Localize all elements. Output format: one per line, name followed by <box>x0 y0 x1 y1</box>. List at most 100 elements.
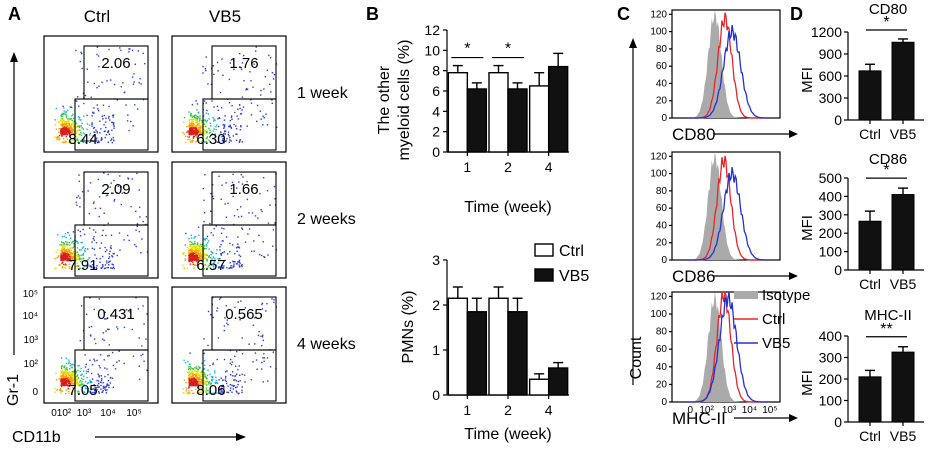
flow-event-dot <box>227 133 229 136</box>
gate-upper-value: 2.06 <box>101 55 130 72</box>
flow-event-dot <box>64 252 66 254</box>
flow-event-dot <box>195 253 197 255</box>
flow-event-dot <box>96 379 98 382</box>
flow-event-dot <box>229 267 231 269</box>
flow-event-dot <box>194 248 197 250</box>
flow-event-dot <box>203 360 206 362</box>
flow-event-dot <box>241 386 243 388</box>
flow-event-dot <box>60 132 62 134</box>
flow-event-dot <box>111 256 114 258</box>
flow-event-dot <box>64 128 67 130</box>
flow-event-dot <box>209 136 211 138</box>
flow-event-dot <box>240 112 243 115</box>
flow-event-dot <box>217 266 220 268</box>
flow-event-dot <box>199 367 201 369</box>
flow-event-dot <box>65 372 68 375</box>
flow-event-dot <box>192 137 195 139</box>
flow-event-dot <box>99 247 101 249</box>
flow-event-dot <box>112 192 114 195</box>
flow-event-dot <box>188 378 190 380</box>
flow-event-dot <box>61 390 64 392</box>
gate-lower-value: 8.44 <box>68 131 97 148</box>
flow-event-dot <box>271 99 273 101</box>
flow-event-dot <box>261 345 263 347</box>
flow-event-dot <box>270 91 272 93</box>
flow-event-dot <box>191 384 193 386</box>
flow-event-dot <box>201 253 203 255</box>
flow-event-dot <box>57 131 60 133</box>
flow-event-dot <box>72 257 74 260</box>
myeloid-y-tick-label: 2 <box>432 124 440 140</box>
flow-event-dot <box>63 371 65 373</box>
flow-event-dot <box>241 265 243 268</box>
flow-event-dot <box>255 46 257 48</box>
flow-event-dot <box>63 378 65 381</box>
flow-event-dot <box>65 251 68 254</box>
flow-event-dot <box>72 138 74 141</box>
flow-event-dot <box>71 366 73 369</box>
flow-event-dot <box>65 370 67 373</box>
flow-event-dot <box>71 256 74 258</box>
flow-event-dot <box>78 258 80 260</box>
flow-event-dot <box>78 141 81 144</box>
flow-event-dot <box>192 261 194 263</box>
flow-event-dot <box>77 195 80 197</box>
flow-event-dot <box>204 238 206 240</box>
flow-event-dot <box>99 257 101 260</box>
flow-event-dot <box>204 383 206 385</box>
flow-event-dot <box>209 129 211 131</box>
flow-event-dot <box>237 368 239 371</box>
flow-event-dot <box>70 141 72 143</box>
flow-event-dot <box>219 258 221 260</box>
flow-event-dot <box>69 377 71 379</box>
flow-event-dot <box>140 354 142 357</box>
flow-event-dot <box>189 120 191 122</box>
flow-event-dot <box>188 370 190 373</box>
flow-event-dot <box>199 115 201 117</box>
flow-event-dot <box>119 249 121 251</box>
flow-event-dot <box>208 118 210 120</box>
flow-event-dot <box>63 255 66 257</box>
flow-event-dot <box>108 386 110 389</box>
gate-lower-value: 7.05 <box>68 382 97 399</box>
flow-event-dot <box>80 384 82 386</box>
flow-event-dot <box>93 236 95 238</box>
flow-event-dot <box>189 133 191 136</box>
flow-event-dot <box>216 310 218 312</box>
flow-event-dot <box>79 254 81 257</box>
flow-event-dot <box>199 129 202 132</box>
flow-event-dot <box>113 127 115 129</box>
flow-event-dot <box>220 391 222 393</box>
flow-event-dot <box>204 130 206 132</box>
flow-event-dot <box>248 228 251 230</box>
flow-event-dot <box>223 127 225 129</box>
flow-event-dot <box>203 125 205 128</box>
flow-event-dot <box>96 132 99 134</box>
flow-event-dot <box>65 122 68 125</box>
flow-event-dot <box>206 237 208 240</box>
flow-event-dot <box>127 234 129 237</box>
flow-event-dot <box>70 376 72 379</box>
flow-event-dot <box>77 392 79 395</box>
flow-event-dot <box>93 308 95 311</box>
flow-event-dot <box>64 378 66 380</box>
flow-event-dot <box>200 376 202 378</box>
flow-event-dot <box>69 130 71 132</box>
flow-event-dot <box>199 388 202 391</box>
flow-event-dot <box>209 392 211 395</box>
flow-event-dot <box>105 392 108 394</box>
flow-event-dot <box>262 381 264 383</box>
flow-event-dot <box>65 357 68 360</box>
flow-event-dot <box>71 241 74 243</box>
flow-event-dot <box>222 132 225 135</box>
flow-event-dot <box>192 372 194 374</box>
flow-event-dot <box>197 245 200 247</box>
flow-event-dot <box>60 370 62 372</box>
flow-event-dot <box>192 131 194 134</box>
flow-event-dot <box>237 108 239 110</box>
flow-event-dot <box>116 254 119 257</box>
flow-event-dot <box>68 384 71 387</box>
flow-event-dot <box>235 128 238 130</box>
flow-event-dot <box>192 376 194 379</box>
legend-label-ctrl: Ctrl <box>559 243 584 260</box>
